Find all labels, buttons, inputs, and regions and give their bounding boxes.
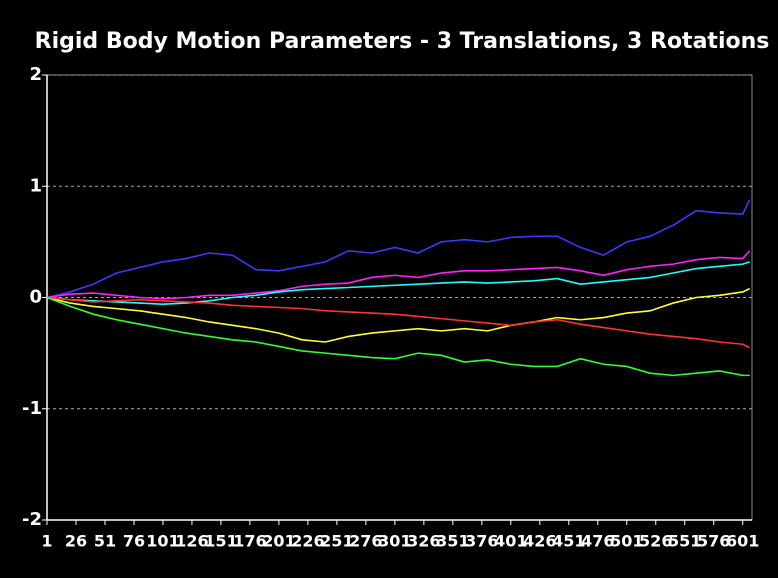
y-tick-label: 0 bbox=[29, 287, 42, 308]
x-tick-label: 201 bbox=[262, 532, 295, 551]
x-tick-label: 126 bbox=[175, 532, 208, 551]
x-tick-label: 526 bbox=[639, 532, 672, 551]
x-tick-label: 476 bbox=[581, 532, 614, 551]
y-tick-label: 1 bbox=[29, 175, 42, 196]
x-tick-label: 276 bbox=[349, 532, 382, 551]
series-line bbox=[46, 296, 750, 377]
x-tick-label: 51 bbox=[94, 532, 116, 551]
x-tick-label: 426 bbox=[523, 532, 556, 551]
x-tick-label: 1 bbox=[41, 532, 52, 551]
y-tick-label: -1 bbox=[22, 398, 42, 419]
x-tick-label: 376 bbox=[465, 532, 498, 551]
x-tick-label: 326 bbox=[407, 532, 440, 551]
chart-title: Rigid Body Motion Parameters - 3 Transla… bbox=[35, 29, 770, 54]
x-tick-label: 101 bbox=[146, 532, 179, 551]
x-tick-label: 501 bbox=[610, 532, 643, 551]
series-line bbox=[46, 287, 751, 343]
y-tick-label: -2 bbox=[22, 509, 42, 530]
y-tick-label: 2 bbox=[29, 64, 42, 85]
x-tick-label: 151 bbox=[204, 532, 237, 551]
x-tick-label: 351 bbox=[436, 532, 469, 551]
x-tick-label: 601 bbox=[726, 532, 759, 551]
series-line bbox=[46, 250, 751, 300]
series-line bbox=[46, 261, 750, 305]
series-line bbox=[46, 199, 751, 299]
x-tick-label: 551 bbox=[668, 532, 701, 551]
series-line bbox=[46, 296, 751, 349]
x-tick-label: 576 bbox=[697, 532, 730, 551]
x-tick-label: 26 bbox=[65, 532, 87, 551]
x-tick-label: 176 bbox=[233, 532, 266, 551]
x-tick-label: 76 bbox=[123, 532, 145, 551]
x-tick-label: 226 bbox=[291, 532, 324, 551]
x-tick-label: 301 bbox=[378, 532, 411, 551]
x-tick-label: 451 bbox=[552, 532, 585, 551]
x-tick-label: 401 bbox=[494, 532, 527, 551]
x-tick-label: 251 bbox=[320, 532, 353, 551]
